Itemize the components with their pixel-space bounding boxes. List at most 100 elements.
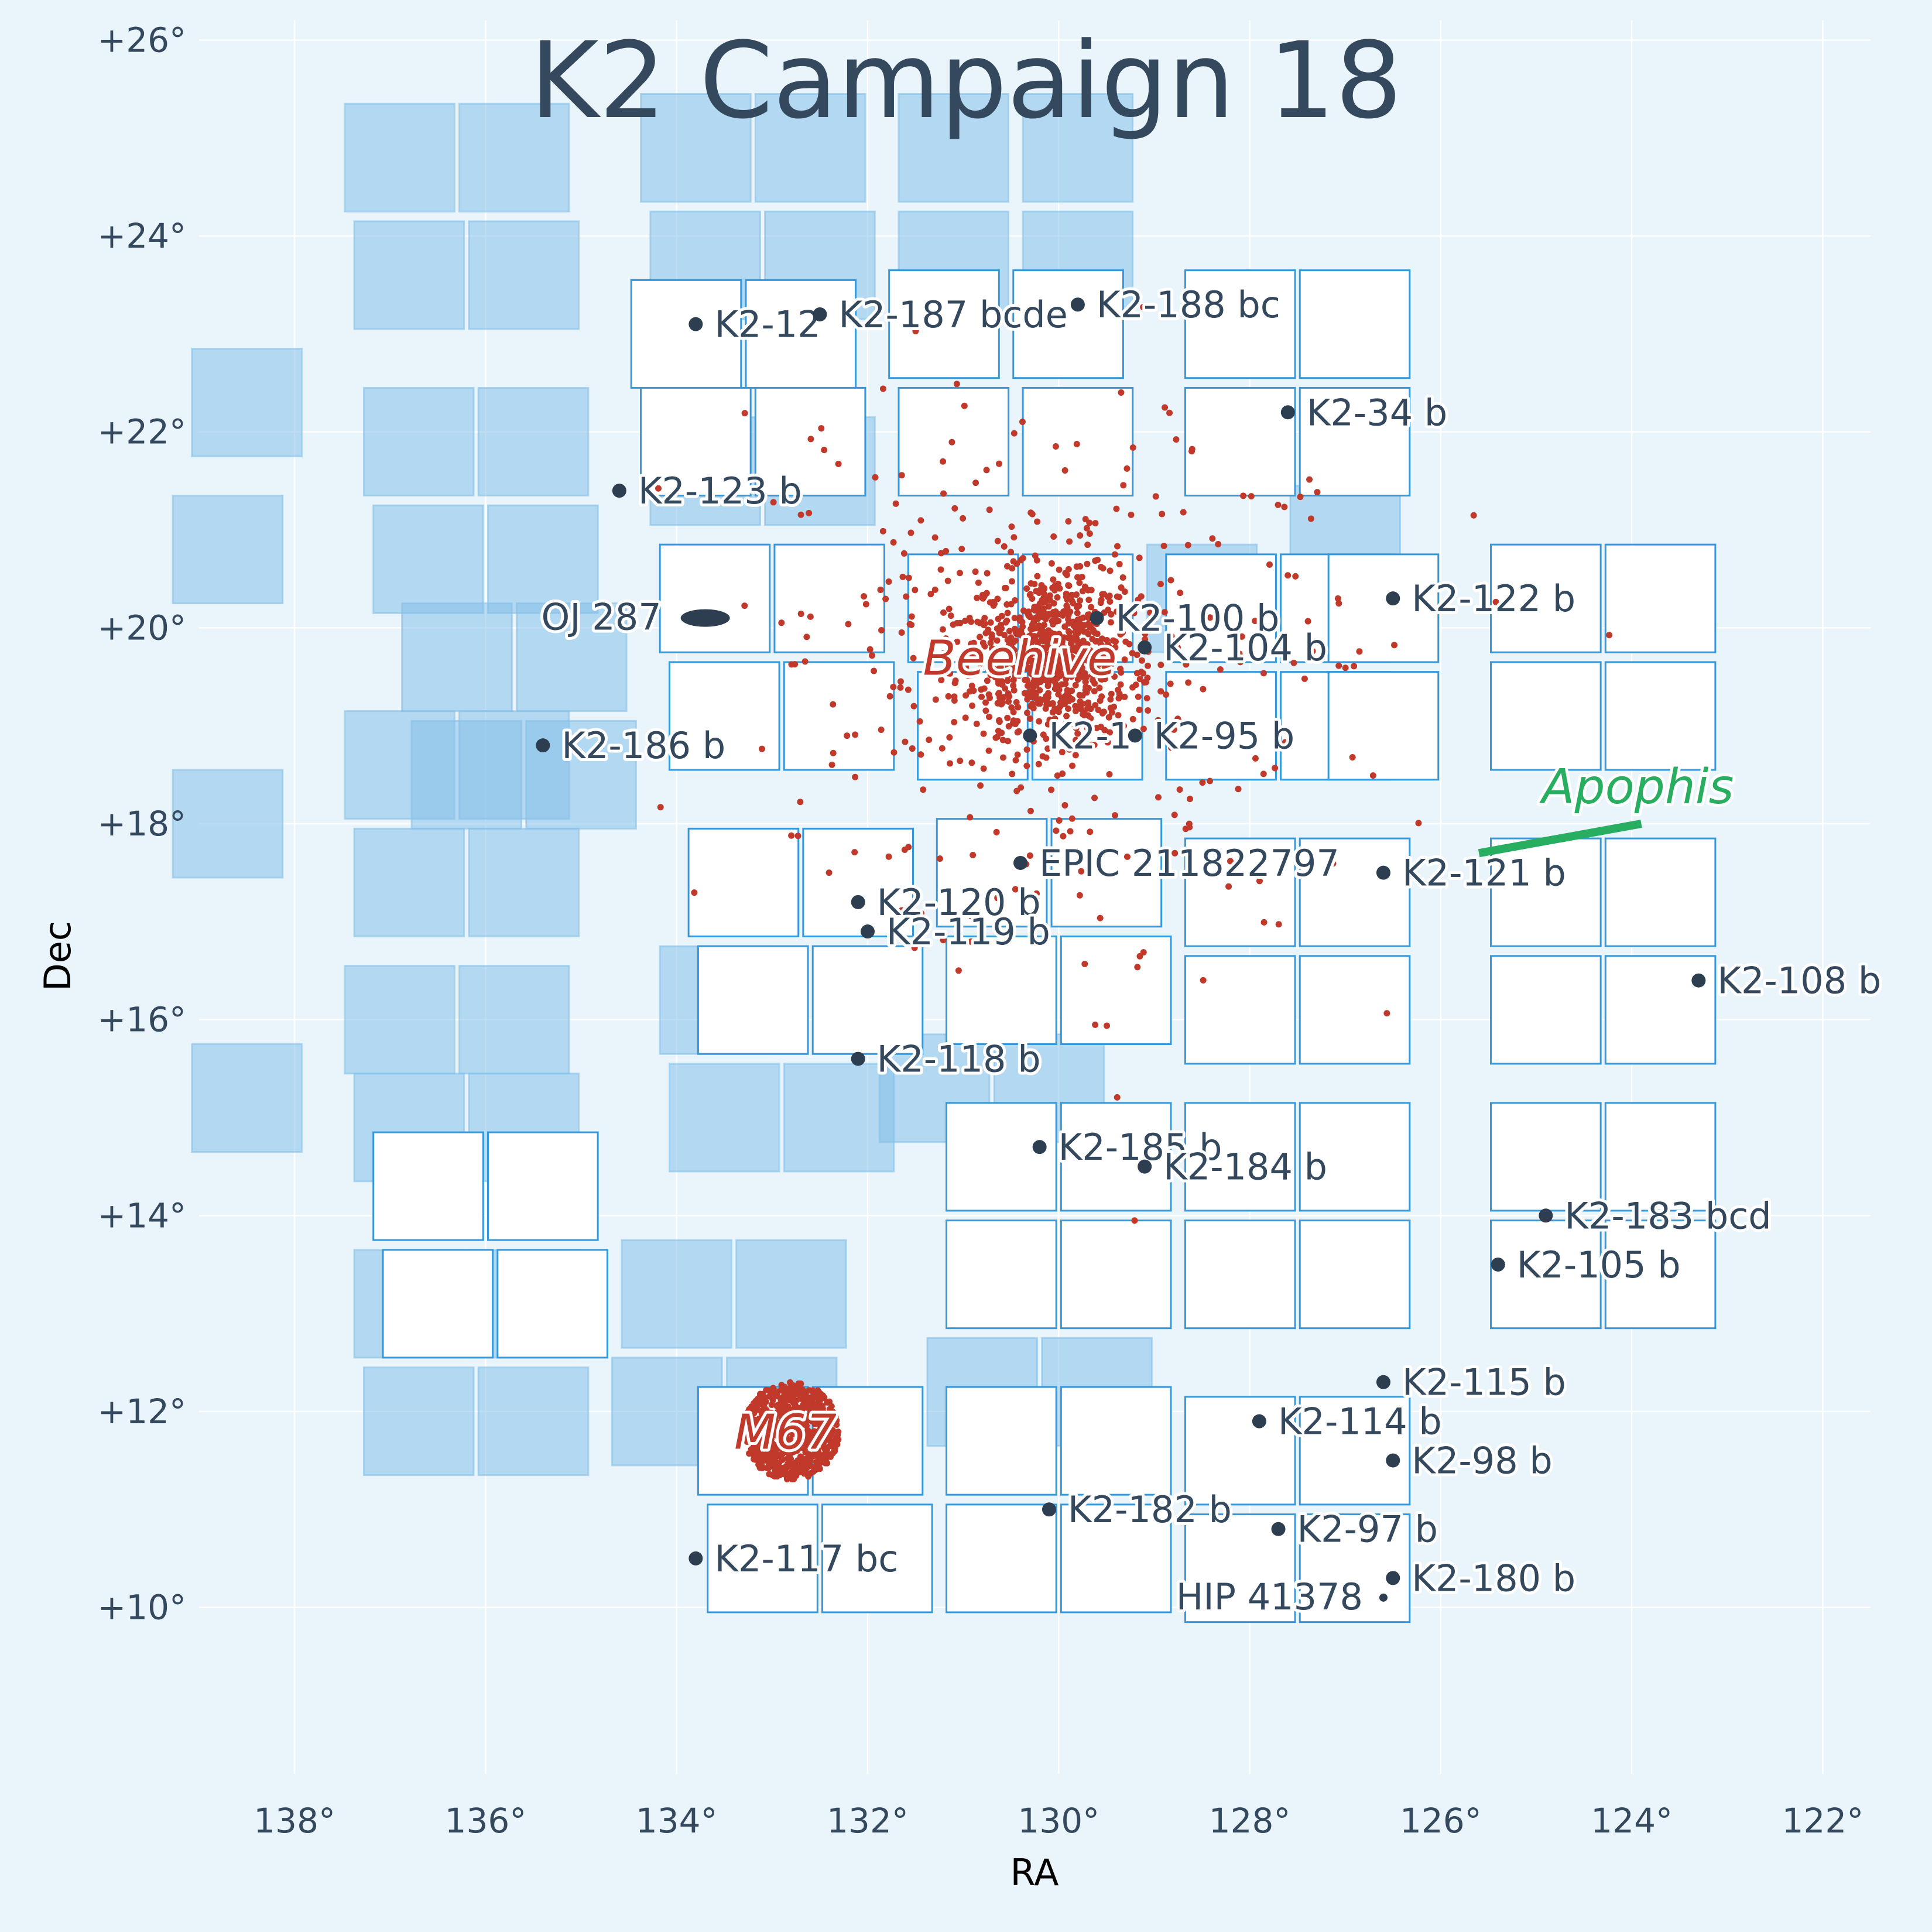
cluster-star: [795, 1407, 802, 1414]
cluster-star: [1112, 644, 1119, 651]
cluster-star: [1306, 476, 1313, 483]
cluster-star: [1200, 977, 1207, 984]
cluster-star: [1083, 628, 1090, 635]
blazar-marker: [680, 609, 730, 627]
cluster-star: [1044, 721, 1051, 728]
cluster-star: [990, 602, 997, 609]
cluster-star: [1356, 648, 1363, 655]
cluster-star: [746, 1434, 753, 1441]
y-tick-label: +12°: [98, 1392, 186, 1431]
cluster-star: [1309, 648, 1316, 655]
cluster-star: [789, 1476, 796, 1483]
cluster-star: [962, 692, 970, 699]
cluster-star: [1157, 662, 1164, 669]
cluster-star: [912, 328, 919, 335]
cluster-star: [1077, 563, 1084, 570]
cluster-star: [944, 577, 951, 584]
field-channel: [1604, 955, 1717, 1065]
planet-marker: HIP 41378: [1173, 1573, 1388, 1621]
cluster-star: [1026, 642, 1033, 649]
cluster-star: [993, 828, 1000, 835]
planet-label: K2-118 b: [877, 1038, 1041, 1081]
planet-label: K2-97 b: [1297, 1508, 1438, 1551]
cluster-star: [823, 1458, 830, 1465]
cluster-star: [758, 745, 765, 752]
cluster-star: [1036, 696, 1043, 703]
cluster-star: [1113, 505, 1120, 512]
cluster-star: [1063, 571, 1070, 578]
cluster-star: [947, 612, 954, 619]
cluster-star: [1085, 701, 1092, 708]
cluster-star: [765, 1434, 772, 1441]
cluster-star: [1056, 686, 1063, 693]
cluster-star: [1177, 590, 1184, 597]
cluster-star: [1068, 591, 1075, 598]
cluster-star: [1151, 616, 1158, 623]
cluster-star: [987, 639, 994, 646]
planet-label: K2-95 b: [1154, 714, 1294, 757]
cluster-star: [1183, 661, 1190, 668]
cluster-star: [1033, 890, 1040, 897]
cluster-star: [1100, 654, 1107, 661]
cluster-star: [1116, 594, 1123, 601]
cluster-star: [785, 1444, 792, 1451]
cluster-star: [1107, 696, 1114, 703]
field-channel: [1184, 955, 1296, 1065]
planet-label: K2-108 b: [1717, 960, 1881, 1002]
cluster-star: [1029, 595, 1036, 602]
cluster-star: [968, 913, 975, 920]
cluster-star: [799, 1462, 806, 1469]
cluster-star: [1025, 612, 1032, 619]
cluster-star: [994, 595, 1001, 602]
cluster-star: [976, 668, 983, 675]
cluster-star: [917, 910, 924, 917]
cluster-star: [1180, 509, 1187, 516]
cluster-star: [968, 759, 975, 766]
planet-marker: K2-95 b: [1128, 711, 1297, 760]
planet-label: K2-104 b: [1163, 626, 1327, 669]
planet-marker: K2-117 bc: [688, 1534, 901, 1583]
field-channel: [496, 1249, 608, 1359]
field-channel: [1012, 269, 1124, 379]
y-tick-label: +26°: [98, 20, 186, 60]
cluster-star: [1040, 595, 1047, 602]
cluster-star: [1088, 741, 1095, 748]
cluster-star: [1335, 600, 1342, 607]
cluster-star: [1074, 604, 1081, 611]
planet-dot: [1491, 1257, 1505, 1272]
cluster-star: [1351, 663, 1358, 670]
cluster-star: [1018, 784, 1025, 791]
cluster-star: [1045, 603, 1052, 610]
cluster-star: [1606, 632, 1613, 639]
cluster-star: [811, 1430, 818, 1437]
cluster-star: [1095, 707, 1102, 714]
cluster-star: [1155, 794, 1162, 801]
cluster-star: [772, 1426, 779, 1433]
other-campaign-channel: [458, 710, 570, 820]
planet-dot: [1539, 1208, 1553, 1223]
cluster-star: [1119, 739, 1126, 746]
cluster-star: [1031, 580, 1038, 587]
cluster-star: [797, 1453, 804, 1460]
cluster-star: [807, 436, 814, 443]
planet-label: OJ 287: [542, 596, 662, 639]
cluster-labels: Beehive M67: [731, 628, 1119, 1464]
cluster-star: [1061, 634, 1068, 641]
field-channel: [1490, 837, 1602, 947]
planet-marker: OJ 287: [539, 593, 730, 642]
cluster-star: [1104, 1022, 1111, 1029]
cluster-star: [1023, 648, 1030, 655]
cluster-star: [951, 505, 958, 512]
cluster-star: [1117, 631, 1124, 638]
cluster-star: [1114, 543, 1121, 550]
cluster-star: [1098, 676, 1105, 683]
cluster-star: [1001, 632, 1008, 639]
cluster-star: [1114, 1094, 1121, 1101]
cluster-star: [1063, 667, 1070, 674]
field-channel: [946, 1503, 1057, 1614]
x-tick-label: 130°: [1018, 1801, 1099, 1841]
cluster-star: [803, 633, 810, 640]
cluster-star: [1035, 761, 1042, 768]
cluster-star: [1176, 718, 1183, 725]
